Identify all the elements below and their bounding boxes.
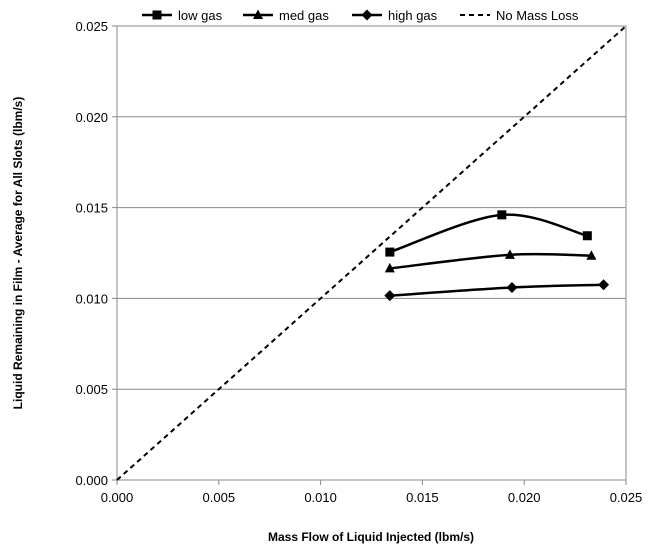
plot-area-border bbox=[116, 25, 627, 481]
data-point-med-gas bbox=[384, 262, 395, 273]
data-point-low-gas bbox=[385, 247, 395, 257]
data-point-low-gas bbox=[582, 231, 592, 241]
data-point-high-gas bbox=[598, 279, 610, 291]
gridlines bbox=[117, 116, 626, 390]
legend-marker-med-gas bbox=[253, 9, 263, 19]
y-tick-label: 0.005 bbox=[75, 382, 108, 397]
series-high-gas bbox=[384, 279, 610, 302]
series-line-high-gas bbox=[389, 283, 604, 297]
y-tick-label: 0.020 bbox=[75, 110, 108, 125]
y-axis-ticks: 0.000 0.005 0.010 0.015 0.020 0.025 bbox=[75, 19, 117, 488]
data-point-med-gas bbox=[586, 250, 597, 260]
legend-item-high-gas: high gas bbox=[352, 8, 438, 23]
y-tick-label: 0.015 bbox=[75, 201, 108, 216]
series-layer bbox=[116, 25, 627, 481]
x-axis-title: Mass Flow of Liquid Injected (lbm/s) bbox=[268, 530, 474, 544]
data-point-med-gas bbox=[504, 249, 515, 259]
legend-marker-high-gas bbox=[361, 9, 373, 21]
legend-item-low-gas: low gas bbox=[142, 8, 223, 23]
data-point-high-gas bbox=[506, 282, 518, 294]
y-tick-label: 0.010 bbox=[75, 291, 108, 306]
y-axis-title: Liquid Remaining in Film - Average for A… bbox=[11, 97, 25, 410]
x-tick-label: 0.005 bbox=[203, 490, 236, 505]
legend-label-no-mass-loss: No Mass Loss bbox=[496, 8, 579, 23]
legend: low gas med gas high gas No Mass Loss bbox=[142, 8, 579, 23]
x-tick-label: 0.010 bbox=[304, 490, 337, 505]
x-tick-label: 0.020 bbox=[508, 490, 541, 505]
legend-label-med-gas: med gas bbox=[279, 8, 329, 23]
series-med-gas bbox=[384, 249, 597, 273]
legend-label-low-gas: low gas bbox=[178, 8, 223, 23]
x-axis-ticks: 0.000 0.005 0.010 0.015 0.020 0.025 bbox=[101, 480, 643, 505]
data-point-low-gas bbox=[497, 210, 507, 220]
series-line-low-gas bbox=[389, 213, 588, 254]
series-line-med-gas bbox=[389, 252, 592, 270]
x-tick-label: 0.015 bbox=[406, 490, 439, 505]
y-tick-label: 0.025 bbox=[75, 19, 108, 34]
legend-item-no-mass-loss: No Mass Loss bbox=[460, 8, 579, 23]
x-tick-label: 0.025 bbox=[610, 490, 643, 505]
series-line-no-mass-loss bbox=[116, 25, 627, 481]
series-no-mass-loss bbox=[116, 25, 627, 481]
x-tick-label: 0.000 bbox=[101, 490, 134, 505]
series-low-gas bbox=[385, 210, 592, 257]
legend-item-med-gas: med gas bbox=[243, 8, 329, 23]
legend-label-high-gas: high gas bbox=[388, 8, 438, 23]
legend-marker-low-gas bbox=[152, 10, 162, 20]
y-tick-label: 0.000 bbox=[75, 473, 108, 488]
data-point-high-gas bbox=[384, 290, 396, 302]
